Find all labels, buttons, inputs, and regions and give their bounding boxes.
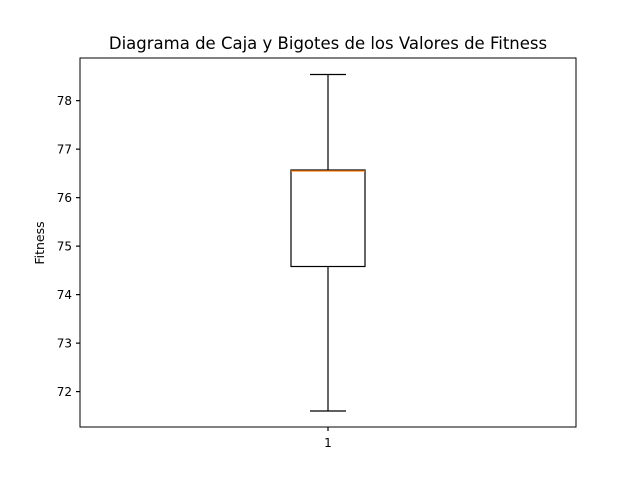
y-tick-label: 78 <box>57 94 72 108</box>
x-tick-label: 1 <box>324 436 332 450</box>
y-axis-label: Fitness <box>32 221 47 264</box>
chart-title: Diagrama de Caja y Bigotes de los Valore… <box>109 34 547 53</box>
y-tick-label: 76 <box>57 191 72 205</box>
y-tick-label: 72 <box>57 385 72 399</box>
y-tick-label: 75 <box>57 239 72 253</box>
y-tick-label: 77 <box>57 142 72 156</box>
box-iqr <box>290 169 366 268</box>
y-tick-label: 74 <box>57 288 72 302</box>
y-tick-label: 73 <box>57 336 72 350</box>
axes-frame <box>79 57 577 428</box>
plot-area: 72 73 74 75 76 77 78 1 <box>57 73 366 450</box>
